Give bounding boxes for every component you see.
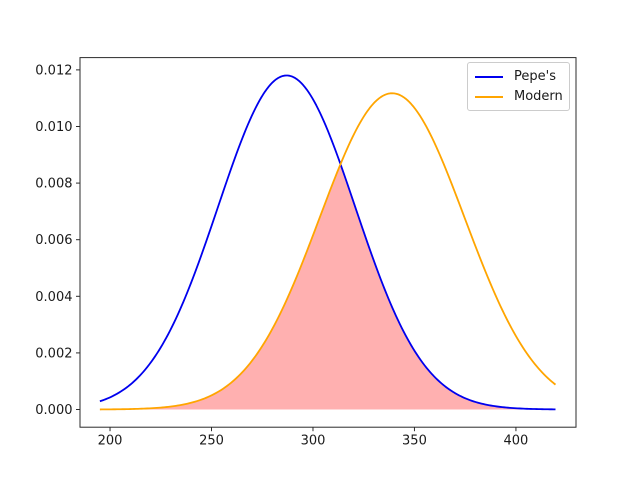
overlap-fill-area (99, 165, 556, 410)
legend-item-pepes: Pepe's (475, 70, 569, 83)
legend-label-modern: Modern (514, 89, 563, 104)
legend-line-swatch-modern (475, 95, 503, 98)
y-tick-label: 0.004 (35, 290, 72, 305)
y-tick-label: 0.008 (35, 177, 72, 192)
legend-item-modern: Modern (475, 90, 569, 103)
y-tick-label: 0.002 (35, 346, 72, 361)
legend-line-swatch-pepes (475, 75, 503, 78)
x-tick-label: 200 (98, 434, 123, 449)
curve-pepes (99, 74, 556, 411)
x-tick-label: 250 (199, 434, 224, 449)
y-tick-label: 0.010 (35, 120, 72, 135)
y-tick-label: 0.006 (35, 233, 72, 248)
y-tick-label: 0.012 (35, 63, 72, 78)
plot-border (79, 57, 577, 428)
x-tick-label: 400 (504, 434, 529, 449)
curve-modern (99, 92, 557, 411)
x-tick-label: 300 (301, 434, 326, 449)
y-tick-label: 0.000 (35, 403, 72, 418)
x-tick-label: 350 (402, 434, 427, 449)
legend-label-pepes: Pepe's (514, 69, 556, 84)
legend: Pepe's Modern (467, 62, 570, 111)
